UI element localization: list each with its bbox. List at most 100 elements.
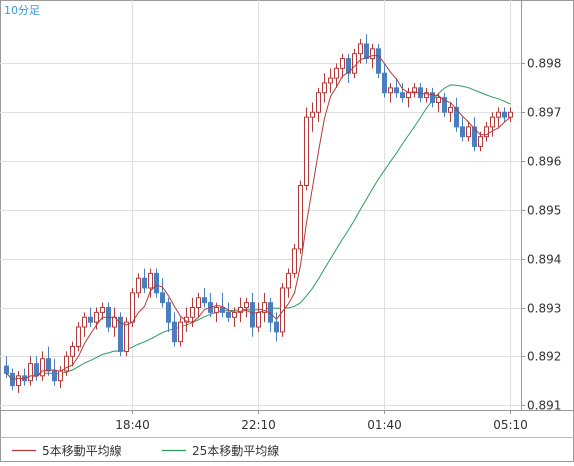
y-tick-label: 0.893 <box>527 302 561 316</box>
candle-body-down <box>376 48 381 74</box>
candle-body-up <box>406 92 411 99</box>
candle-body-up <box>358 43 363 55</box>
candle-body-down <box>154 272 159 294</box>
candle-body-up <box>196 297 201 309</box>
candle-body-down <box>274 321 279 333</box>
candle-body-down <box>346 58 351 74</box>
candle-body-down <box>142 277 147 289</box>
x-tick-label: 01:40 <box>367 418 402 432</box>
candle-body-up <box>64 355 69 372</box>
candle-body-down <box>34 363 39 377</box>
ma5-layer <box>6 55 511 381</box>
candle-body-up <box>130 292 135 323</box>
candle-body-down <box>88 316 93 323</box>
ma5-line <box>6 55 511 381</box>
candles <box>4 34 513 393</box>
candle-body-up <box>322 82 327 94</box>
candle-body-up <box>214 307 219 313</box>
candle-body-up <box>310 111 315 118</box>
candle-body-up <box>292 248 297 274</box>
candle-body-up <box>280 287 285 333</box>
candle-body-up <box>448 106 453 113</box>
candle-body-up <box>478 136 483 147</box>
y-tick-label: 0.894 <box>527 253 561 267</box>
y-tick-label: 0.892 <box>527 350 561 364</box>
legend-ma25-label: 25本移動平均線 <box>192 443 279 458</box>
candle-body-down <box>226 311 231 318</box>
candle-body-up <box>256 311 261 328</box>
candle-body-down <box>46 358 51 372</box>
candle-body-up <box>328 77 333 84</box>
y-tick-label: 0.896 <box>527 155 561 169</box>
candle-body-down <box>394 87 399 94</box>
candle-body-down <box>172 321 177 343</box>
candle-body-up <box>334 67 339 79</box>
candle-body-up <box>286 272 291 289</box>
y-tick-label: 0.895 <box>527 204 561 218</box>
candle-body-down <box>4 365 9 374</box>
candle-body-up <box>466 126 471 138</box>
candle-body-up <box>238 307 243 313</box>
y-axis-ticks: 0.891 0.892 0.893 0.894 0.895 0.896 0.897 0.898 <box>521 57 561 413</box>
candle-body-up <box>436 97 441 104</box>
candle-body-down <box>400 92 405 99</box>
candle-body-down <box>202 297 207 304</box>
candle-body-up <box>148 272 153 289</box>
x-tick-label: 18:40 <box>115 418 150 432</box>
candle-body-up <box>370 48 375 60</box>
candle-body-down <box>472 126 477 147</box>
y-tick-label: 0.897 <box>527 106 561 120</box>
legend: 5本移動平均線 25本移動平均線 <box>12 443 279 458</box>
candle-body-down <box>442 97 447 113</box>
candle-body-down <box>454 106 459 128</box>
candle-body-up <box>496 111 501 118</box>
candle-body-up <box>76 326 81 348</box>
x-axis-ticks: 18:40 22:10 01:40 05:10 <box>115 410 528 432</box>
candle-body-down <box>250 302 255 328</box>
candle-body-up <box>298 184 303 250</box>
candle-body-up <box>16 375 21 387</box>
candle-body-up <box>508 111 513 118</box>
candle-body-down <box>160 292 165 304</box>
legend-ma5-label: 5本移動平均線 <box>42 443 122 458</box>
candle-body-up <box>82 316 87 328</box>
timeframe-label: 10分足 <box>4 4 40 17</box>
candle-body-up <box>484 126 489 138</box>
candle-body-up <box>244 302 249 309</box>
candle-body-down <box>52 370 57 382</box>
candle-body-down <box>118 316 123 352</box>
x-tick-label: 22:10 <box>241 418 276 432</box>
candle-body-up <box>316 92 321 113</box>
candle-body-down <box>502 111 507 118</box>
candle-body-up <box>94 311 99 323</box>
candle-body-up <box>58 370 63 382</box>
candle-body-up <box>340 58 345 69</box>
candle-body-up <box>388 87 393 94</box>
candle-body-up <box>28 363 33 382</box>
x-tick-label: 05:10 <box>493 418 528 432</box>
candle-body-up <box>100 307 105 313</box>
candle-body-up <box>232 311 237 318</box>
candle-body-up <box>490 116 495 128</box>
candle-body-up <box>190 307 195 318</box>
candle-body-down <box>220 307 225 313</box>
candle-body-up <box>40 358 45 377</box>
candle-body-up <box>262 302 267 313</box>
candle-body-down <box>166 302 171 323</box>
candle-body-up <box>178 321 183 343</box>
candle-body-up <box>424 92 429 99</box>
candle-body-up <box>124 321 129 352</box>
candle-body-up <box>70 346 75 357</box>
candle-body-down <box>430 92 435 104</box>
candle-body-up <box>352 53 357 74</box>
y-tick-label: 0.891 <box>527 399 561 413</box>
candle-body-down <box>460 126 465 138</box>
candle-body-down <box>364 43 369 60</box>
candle-body-down <box>382 72 387 94</box>
candle-body-up <box>136 277 141 294</box>
candle-body-up <box>304 116 309 186</box>
y-tick-label: 0.898 <box>527 57 561 71</box>
